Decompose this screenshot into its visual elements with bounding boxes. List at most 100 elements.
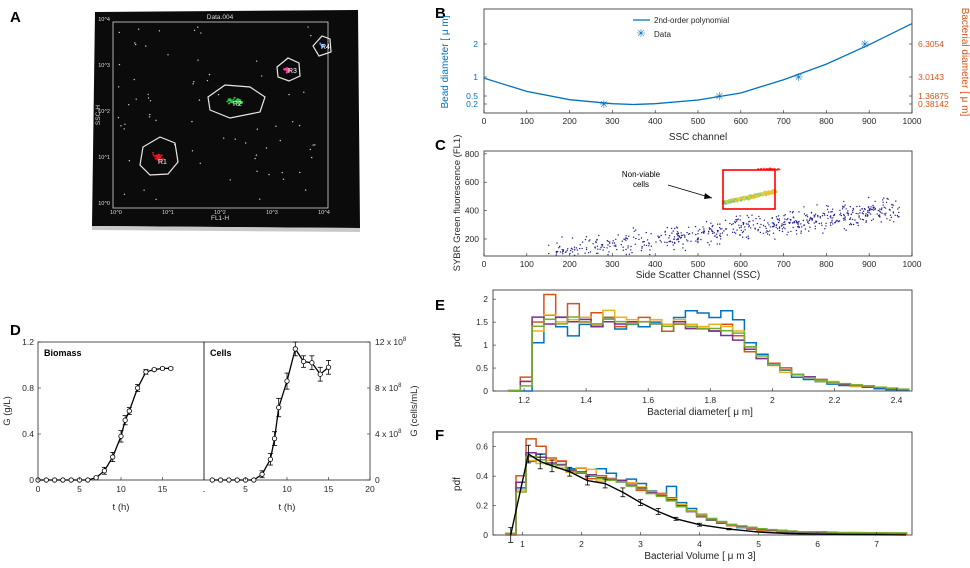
c-event-dot xyxy=(798,226,800,228)
c-event-dot xyxy=(713,232,715,234)
c-event-dot xyxy=(682,243,684,245)
c-event-dot xyxy=(813,214,815,216)
a-event-dot xyxy=(231,101,233,104)
c-event-dot xyxy=(849,223,851,226)
c-event-dot xyxy=(688,226,690,228)
c-event-dot xyxy=(855,222,858,224)
b-yr-tick-label: 6.3054 xyxy=(918,39,944,49)
hist-x-tick-label: 1 xyxy=(520,539,525,549)
c-event-dot xyxy=(867,210,869,212)
c-event-dot xyxy=(762,232,764,235)
c-cluster-dot xyxy=(772,190,775,192)
d1-ylabel: G (g/L) xyxy=(2,396,13,426)
c-event-dot xyxy=(628,235,630,237)
c-event-dot xyxy=(849,217,852,219)
c-event-dot xyxy=(607,254,609,256)
c-event-dot xyxy=(767,230,769,233)
c-event-dot xyxy=(883,213,885,215)
c-event-dot xyxy=(885,212,887,214)
c-event-dot xyxy=(783,223,785,226)
c-event-dot xyxy=(881,207,883,209)
c-event-dot xyxy=(719,234,721,237)
b-x-tick-label: 200 xyxy=(563,116,577,126)
c-event-dot xyxy=(841,208,844,210)
c-event-dot xyxy=(678,240,680,243)
c-event-dot xyxy=(697,241,699,244)
c-event-dot xyxy=(861,208,863,210)
c-event-dot xyxy=(772,222,775,224)
c-event-dot xyxy=(707,230,710,233)
c-event-dot xyxy=(622,246,624,248)
e-axes-box xyxy=(492,289,913,392)
d-data-point xyxy=(93,475,99,481)
c-event-dot xyxy=(889,214,892,216)
c-event-dot xyxy=(816,204,818,206)
c-event-dot xyxy=(609,245,611,248)
screen-title: Data.004 xyxy=(207,14,234,21)
c-event-dot xyxy=(762,224,765,227)
c-event-dot xyxy=(817,216,819,218)
c-cluster-dot xyxy=(735,197,738,200)
c-event-dot xyxy=(598,234,600,237)
c-event-dot xyxy=(691,232,694,234)
d2-xlabel: t (h) xyxy=(279,502,296,513)
c-event-dot xyxy=(820,222,823,224)
panel-f-volume-pdf: 1 2 3 4 5 6 7 0 0.2 0.4 0.6 Bacterial Volume [ μ m… xyxy=(452,431,913,562)
hist-x-tick-label: 6 xyxy=(815,539,820,549)
b-x-tick-label: 500 xyxy=(691,116,705,126)
b-yr-tick-label: 3.0143 xyxy=(918,72,944,82)
c-event-dot xyxy=(897,208,899,210)
c-event-dot xyxy=(745,236,748,238)
b-x-tick-label: 900 xyxy=(862,116,876,126)
a-y-tick-label: 10^1 xyxy=(98,155,110,161)
c-event-dot xyxy=(891,206,893,209)
c-event-dot xyxy=(707,241,709,244)
c-event-dot xyxy=(790,219,792,221)
b-y-tick-label: 2 xyxy=(473,39,478,49)
c-event-dot xyxy=(874,200,876,203)
c-event-dot xyxy=(548,252,550,255)
c-event-dot xyxy=(852,207,854,210)
screen-ylabel: SSC-H xyxy=(95,105,102,126)
c-event-dot xyxy=(625,235,627,237)
c-event-dot xyxy=(738,224,740,226)
c-event-dot xyxy=(562,253,564,255)
d-x-tick-label: 10 xyxy=(282,484,292,494)
c-event-dot xyxy=(777,215,780,217)
c-event-dot xyxy=(735,219,737,221)
c-event-dot xyxy=(759,231,762,234)
c-x-tick-label: 200 xyxy=(563,259,577,269)
c-event-dot xyxy=(562,249,565,251)
c-event-dot xyxy=(697,238,699,240)
a-background-dot xyxy=(288,93,290,96)
d-data-point xyxy=(68,477,74,483)
b-y-tick-label: 0.2 xyxy=(466,99,478,109)
c-event-dot xyxy=(702,232,705,234)
c-event-dot xyxy=(877,209,879,212)
c-event-dot xyxy=(668,235,671,237)
c-event-dot xyxy=(808,219,811,222)
screen-bezel xyxy=(92,226,360,232)
a-event-dot xyxy=(320,44,323,47)
c-event-dot xyxy=(670,227,673,230)
panel-label-b: B xyxy=(435,5,446,22)
c-event-dot xyxy=(584,238,587,241)
c-event-dot xyxy=(789,211,791,213)
c-event-dot xyxy=(813,222,815,224)
a-background-dot xyxy=(147,97,150,99)
c-event-dot xyxy=(678,235,680,238)
c-event-dot xyxy=(703,228,705,230)
c-event-dot xyxy=(708,244,711,246)
c-event-dot xyxy=(778,218,780,220)
c-event-dot xyxy=(714,235,716,237)
b-yr-tick-label: 1.36875 xyxy=(918,91,949,101)
hist-y-tick-label: 2 xyxy=(483,294,488,304)
c-event-dot xyxy=(818,222,820,225)
c-event-dot xyxy=(843,200,845,203)
c-x-tick-label: 500 xyxy=(691,259,705,269)
c-event-dot xyxy=(592,243,594,245)
d-data-point xyxy=(276,404,282,411)
c-event-dot xyxy=(824,228,826,230)
c-event-dot xyxy=(883,197,885,199)
c-event-dot xyxy=(716,223,719,225)
